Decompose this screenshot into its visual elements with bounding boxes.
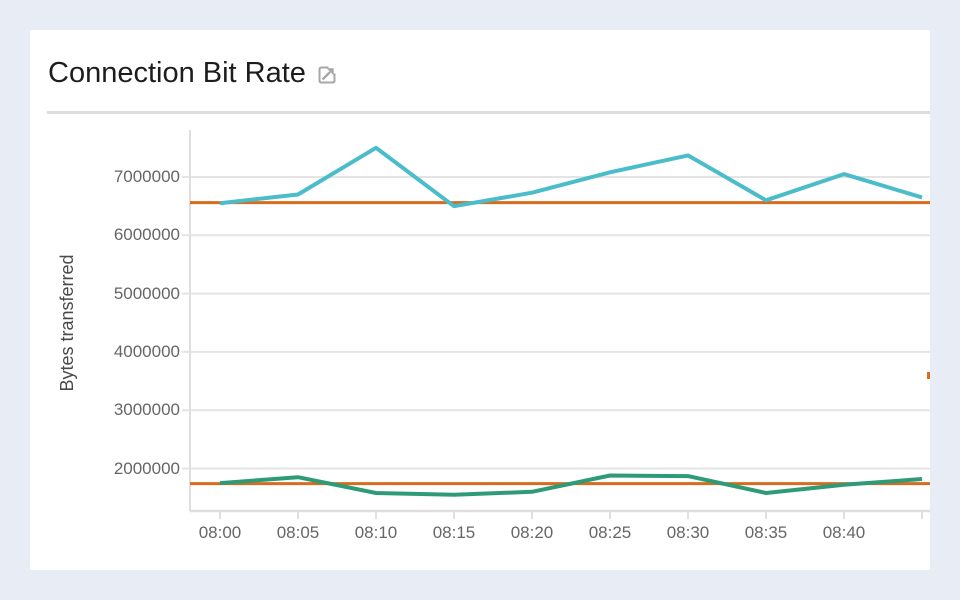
x-tick-label: 08:30 <box>666 523 710 542</box>
external-link-icon[interactable] <box>316 64 338 86</box>
x-tick-label: 08:40 <box>822 523 866 542</box>
lower-line-series-path <box>219 473 923 497</box>
x-tick-label: 08:35 <box>744 523 788 542</box>
x-tick-label: 08:00 <box>198 523 242 542</box>
y-axis-title: Bytes transferred <box>57 254 77 392</box>
y-tick-label: 2000000 <box>113 458 180 478</box>
x-tick-label: 08:25 <box>588 523 632 542</box>
y-tick-label: 5000000 <box>113 283 180 303</box>
chart-card: Connection Bit Rate Bytes transferred 70… <box>30 30 930 570</box>
x-tick-label: 08:20 <box>510 523 554 542</box>
y-tick-label: 4000000 <box>113 341 180 361</box>
x-tick-label: 08:05 <box>276 523 320 542</box>
page-title: Connection Bit Rate <box>48 57 306 89</box>
x-tick-label: 08:10 <box>354 523 398 542</box>
x-tick-label: 08:15 <box>432 523 476 542</box>
chart-area: Bytes transferred 7000000 6000000 5000000 4… <box>30 30 930 570</box>
clipped-legend-swatch <box>927 372 930 379</box>
y-tick-label: 3000000 <box>113 400 180 420</box>
chart-plot-svg <box>182 130 930 519</box>
card-header: Connection Bit Rate <box>48 56 338 90</box>
y-tick-label: 6000000 <box>113 225 180 245</box>
upper-line-series-path <box>219 145 923 209</box>
y-tick-label: 7000000 <box>113 167 180 186</box>
header-divider <box>47 111 930 114</box>
